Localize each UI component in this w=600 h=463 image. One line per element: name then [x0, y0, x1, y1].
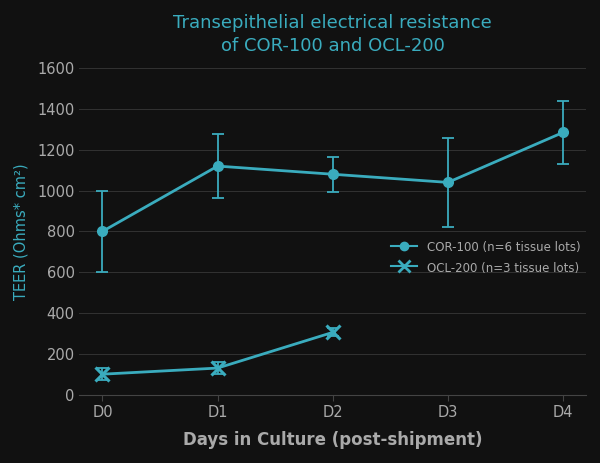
Y-axis label: TEER (Ohms* cm²): TEER (Ohms* cm²): [14, 163, 29, 300]
Legend: COR-100 (n=6 tissue lots), OCL-200 (n=3 tissue lots): COR-100 (n=6 tissue lots), OCL-200 (n=3 …: [391, 240, 580, 275]
X-axis label: Days in Culture (post-shipment): Days in Culture (post-shipment): [183, 431, 482, 449]
Title: Transepithelial electrical resistance
of COR-100 and OCL-200: Transepithelial electrical resistance of…: [173, 14, 492, 56]
